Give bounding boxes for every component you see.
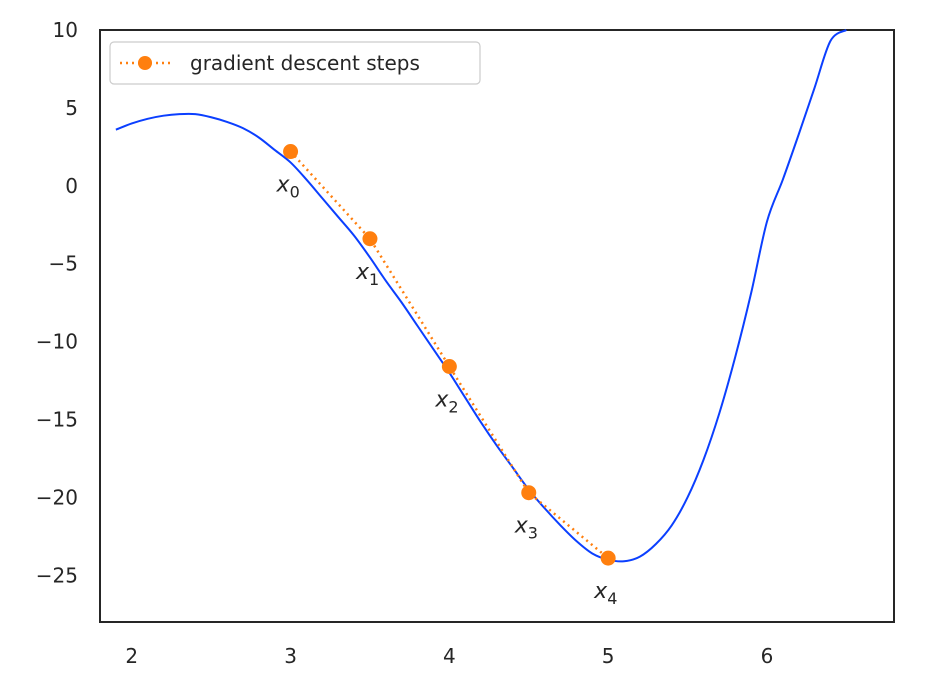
legend: gradient descent steps <box>109 41 481 85</box>
x-tick-label: 5 <box>602 644 615 668</box>
step-label-subscript: 4 <box>607 589 617 608</box>
step-label-subscript: 2 <box>448 398 458 417</box>
step-label-subscript: 0 <box>290 183 300 202</box>
step-point <box>521 485 537 501</box>
legend-box <box>109 41 481 85</box>
legend-label: gradient descent steps <box>190 51 420 75</box>
step-label-var: x <box>276 173 291 198</box>
step-label: x3 <box>514 514 538 543</box>
step-label-var: x <box>514 514 529 539</box>
step-label: x1 <box>355 260 379 289</box>
y-tick-label: −10 <box>36 330 78 354</box>
y-tick-label: −15 <box>36 407 78 431</box>
step-label-var: x <box>355 260 370 285</box>
step-point <box>600 550 616 566</box>
function-curve <box>115 29 847 563</box>
y-tick-label: −25 <box>36 563 78 587</box>
step-label-var: x <box>593 579 608 604</box>
x-tick-label: 2 <box>125 644 138 668</box>
x-tick-label: 3 <box>284 644 297 668</box>
step-label: x2 <box>434 388 458 417</box>
step-label-subscript: 3 <box>528 524 538 543</box>
step-point <box>283 144 299 160</box>
plot-frame <box>99 29 895 623</box>
legend-marker <box>138 56 152 70</box>
x-tick-label: 6 <box>761 644 774 668</box>
gradient-steps-line <box>289 150 609 560</box>
step-label: x4 <box>593 579 617 608</box>
x-tick-label: 4 <box>443 644 456 668</box>
y-tick-label: −5 <box>49 252 78 276</box>
y-tick-label: 0 <box>65 174 78 198</box>
step-label-var: x <box>434 388 449 413</box>
y-tick-label: 10 <box>53 18 78 42</box>
gradient-steps-points <box>283 144 616 566</box>
y-axis-ticks: 10 5 0 −5 −10 −15 −20 −25 <box>36 18 78 587</box>
y-tick-label: 5 <box>65 96 78 120</box>
step-point <box>441 359 457 375</box>
step-point <box>362 231 378 247</box>
x-axis-ticks: 2 3 4 5 6 <box>125 644 773 668</box>
y-tick-label: −20 <box>36 485 78 509</box>
step-label: x0 <box>276 173 300 202</box>
step-label-subscript: 1 <box>369 270 379 289</box>
